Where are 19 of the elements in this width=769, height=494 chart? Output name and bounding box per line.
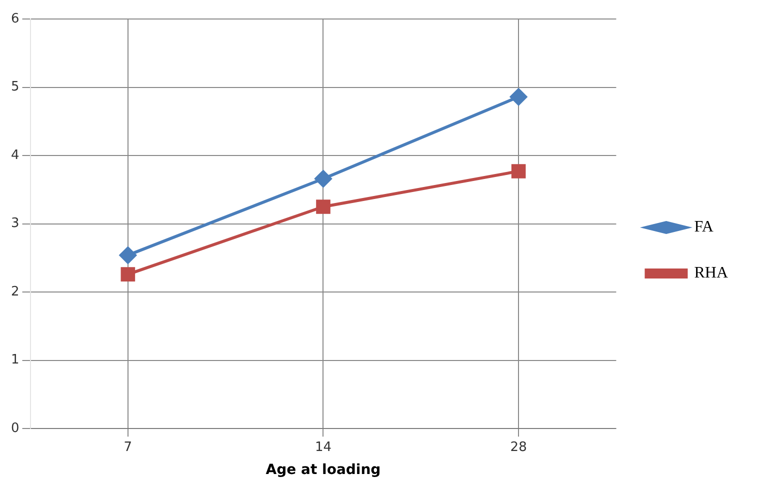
x-tick-label: 28: [510, 440, 527, 455]
point: [120, 267, 136, 282]
y-tick-label: 6: [10, 11, 20, 26]
x-tick-label: 7: [124, 440, 132, 455]
point: [314, 170, 332, 188]
legend-label: RHA: [694, 264, 728, 282]
x-tick-label: 14: [314, 440, 332, 455]
point: [316, 200, 330, 214]
y-tick-label: 2: [10, 284, 20, 300]
y-tick-label: 1: [10, 352, 20, 368]
y-tick-label: 0: [10, 420, 20, 436]
point: [119, 246, 136, 264]
y-tick-label: 4: [10, 148, 20, 163]
point: [511, 164, 526, 178]
legend-label: FA: [694, 218, 714, 236]
y-tick-label: 3: [10, 216, 20, 232]
y-tick-label: 5: [10, 80, 20, 95]
point: [510, 88, 528, 106]
x-axis-title: Age at loading: [266, 462, 381, 478]
